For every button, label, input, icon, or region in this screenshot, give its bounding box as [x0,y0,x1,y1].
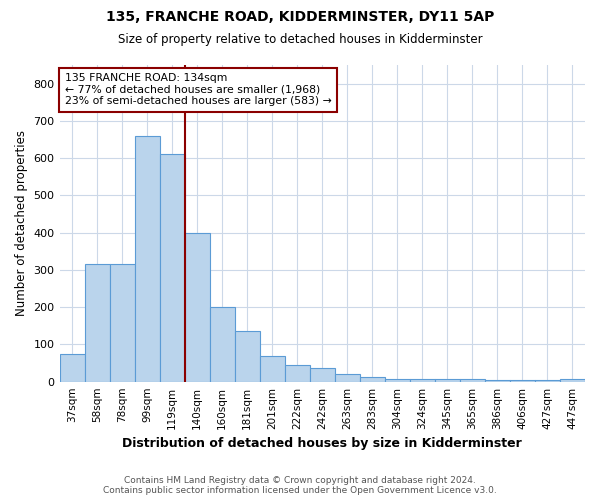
Bar [285,365,310,382]
Bar [560,379,585,382]
Text: 135 FRANCHE ROAD: 134sqm
← 77% of detached houses are smaller (1,968)
23% of sem: 135 FRANCHE ROAD: 134sqm ← 77% of detach… [65,73,332,106]
Bar [85,264,110,382]
Bar [335,374,360,382]
Y-axis label: Number of detached properties: Number of detached properties [15,130,28,316]
Text: 135, FRANCHE ROAD, KIDDERMINSTER, DY11 5AP: 135, FRANCHE ROAD, KIDDERMINSTER, DY11 5… [106,10,494,24]
Bar [134,136,160,382]
Text: Size of property relative to detached houses in Kidderminster: Size of property relative to detached ho… [118,32,482,46]
Bar [385,379,410,382]
Text: Contains HM Land Registry data © Crown copyright and database right 2024.
Contai: Contains HM Land Registry data © Crown c… [103,476,497,495]
Bar [410,379,435,382]
Bar [160,154,185,382]
Bar [535,380,560,382]
Bar [435,379,460,382]
Bar [510,380,535,382]
Bar [460,379,485,382]
Bar [260,356,285,382]
Bar [209,307,235,382]
Bar [485,380,510,382]
Bar [110,264,134,382]
Bar [235,332,260,382]
Bar [185,232,209,382]
X-axis label: Distribution of detached houses by size in Kidderminster: Distribution of detached houses by size … [122,437,522,450]
Bar [360,377,385,382]
Bar [310,368,335,382]
Bar [59,354,85,382]
